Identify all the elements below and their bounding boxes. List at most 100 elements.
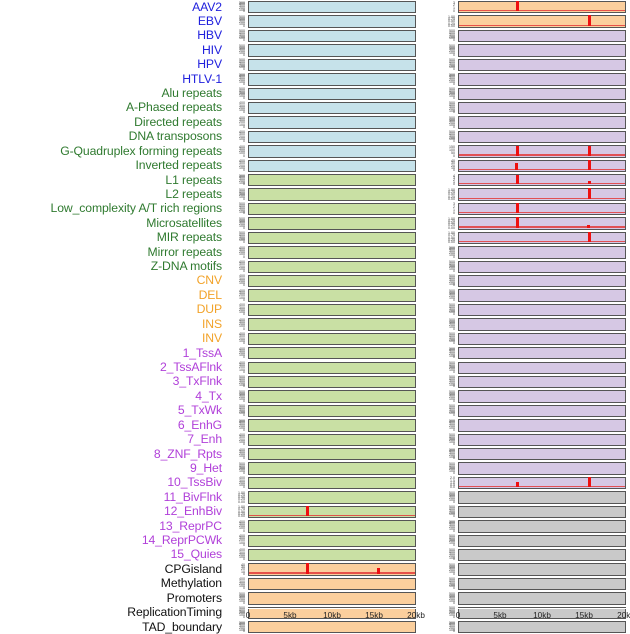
track-plot-area[interactable] <box>248 303 416 317</box>
track-plot-area[interactable] <box>458 58 626 72</box>
track-plot-area[interactable] <box>458 101 626 115</box>
data-spike[interactable] <box>587 15 591 26</box>
track-plot-area[interactable] <box>458 433 626 446</box>
track-plot-area[interactable] <box>458 476 626 490</box>
track-plot-area[interactable] <box>458 116 626 129</box>
track-plot-area[interactable] <box>248 375 416 389</box>
track-plot-area[interactable] <box>458 592 626 605</box>
data-spike[interactable] <box>587 146 591 156</box>
track-plot-area[interactable] <box>458 289 626 302</box>
track-plot-area[interactable] <box>248 462 416 475</box>
track-plot-area[interactable] <box>248 505 416 519</box>
track-plot-area[interactable] <box>458 332 626 346</box>
track-plot-area[interactable] <box>248 1 416 14</box>
track-plot-area[interactable] <box>248 390 416 403</box>
track-plot-area[interactable] <box>458 188 626 201</box>
track-plot-area[interactable] <box>248 419 416 432</box>
track-plot-area[interactable] <box>248 404 416 418</box>
track-plot-area[interactable] <box>458 174 626 187</box>
track-plot-area[interactable] <box>248 174 416 187</box>
track-plot-area[interactable] <box>248 577 416 591</box>
track-plot-area[interactable] <box>458 419 626 432</box>
track-plot-area[interactable] <box>458 548 626 562</box>
track-plot-area[interactable] <box>458 505 626 519</box>
track-plot-area[interactable] <box>458 159 626 173</box>
track-plot-area[interactable] <box>458 246 626 259</box>
track-plot-area[interactable] <box>458 404 626 418</box>
track-plot-area[interactable] <box>248 274 416 288</box>
track-plot-area[interactable] <box>458 260 626 273</box>
data-spike[interactable] <box>586 224 590 228</box>
track-plot-area[interactable] <box>248 130 416 144</box>
data-spike[interactable] <box>587 188 591 199</box>
track-plot-area[interactable] <box>248 563 416 576</box>
track-plot-area[interactable] <box>458 520 626 533</box>
track-plot-area[interactable] <box>458 375 626 389</box>
track-plot-area[interactable] <box>248 433 416 446</box>
data-spike[interactable] <box>516 175 520 185</box>
track-plot-area[interactable] <box>458 347 626 360</box>
data-spike[interactable] <box>306 563 310 574</box>
track-plot-area[interactable] <box>248 44 416 57</box>
track-plot-area[interactable] <box>248 520 416 533</box>
data-spike[interactable] <box>515 162 519 171</box>
track-plot-area[interactable] <box>458 73 626 86</box>
track-plot-area[interactable] <box>248 246 416 259</box>
data-spike[interactable] <box>516 481 520 488</box>
track-plot-area[interactable] <box>458 29 626 43</box>
track-plot-area[interactable] <box>248 491 416 504</box>
track-plot-area[interactable] <box>248 29 416 43</box>
track-plot-area[interactable] <box>248 332 416 346</box>
track-plot-area[interactable] <box>458 15 626 28</box>
track-plot-area[interactable] <box>458 462 626 475</box>
track-plot-area[interactable] <box>458 318 626 331</box>
track-plot-area[interactable] <box>248 347 416 360</box>
track-plot-area[interactable] <box>458 534 626 547</box>
track-plot-area[interactable] <box>248 548 416 562</box>
track-plot-area[interactable] <box>458 606 626 620</box>
track-plot-area[interactable] <box>458 563 626 576</box>
track-plot-area[interactable] <box>248 202 416 216</box>
data-spike[interactable] <box>516 202 520 214</box>
track-plot-area[interactable] <box>458 130 626 144</box>
data-spike[interactable] <box>587 181 591 185</box>
data-spike[interactable] <box>516 1 520 12</box>
track-plot-area[interactable] <box>248 231 416 245</box>
track-plot-area[interactable] <box>458 390 626 403</box>
track-plot-area[interactable] <box>458 577 626 591</box>
data-spike[interactable] <box>587 476 591 488</box>
track-plot-area[interactable] <box>458 217 626 230</box>
data-spike[interactable] <box>587 231 591 243</box>
data-spike[interactable] <box>516 145 520 156</box>
track-plot-area[interactable] <box>458 44 626 57</box>
track-plot-area[interactable] <box>458 145 626 158</box>
track-plot-area[interactable] <box>248 289 416 302</box>
track-plot-area[interactable] <box>248 188 416 201</box>
track-plot-area[interactable] <box>248 476 416 490</box>
track-plot-area[interactable] <box>248 116 416 129</box>
track-plot-area[interactable] <box>248 361 416 374</box>
data-spike[interactable] <box>306 505 310 517</box>
track-plot-area[interactable] <box>248 448 416 461</box>
track-plot-area[interactable] <box>248 318 416 331</box>
track-plot-area[interactable] <box>248 159 416 173</box>
track-plot-area[interactable] <box>458 1 626 14</box>
data-spike[interactable] <box>516 217 520 228</box>
data-spike[interactable] <box>587 160 591 171</box>
track-plot-area[interactable] <box>248 606 416 620</box>
track-plot-area[interactable] <box>248 145 416 158</box>
track-plot-area[interactable] <box>458 491 626 504</box>
track-plot-area[interactable] <box>248 101 416 115</box>
track-plot-area[interactable] <box>458 448 626 461</box>
track-plot-area[interactable] <box>248 58 416 72</box>
data-spike[interactable] <box>376 567 380 574</box>
track-plot-area[interactable] <box>248 592 416 605</box>
track-plot-area[interactable] <box>458 202 626 216</box>
track-plot-area[interactable] <box>458 274 626 288</box>
track-plot-area[interactable] <box>248 15 416 28</box>
track-plot-area[interactable] <box>458 303 626 317</box>
track-plot-area[interactable] <box>248 260 416 273</box>
track-plot-area[interactable] <box>248 73 416 86</box>
track-plot-area[interactable] <box>458 87 626 100</box>
track-plot-area[interactable] <box>248 87 416 100</box>
